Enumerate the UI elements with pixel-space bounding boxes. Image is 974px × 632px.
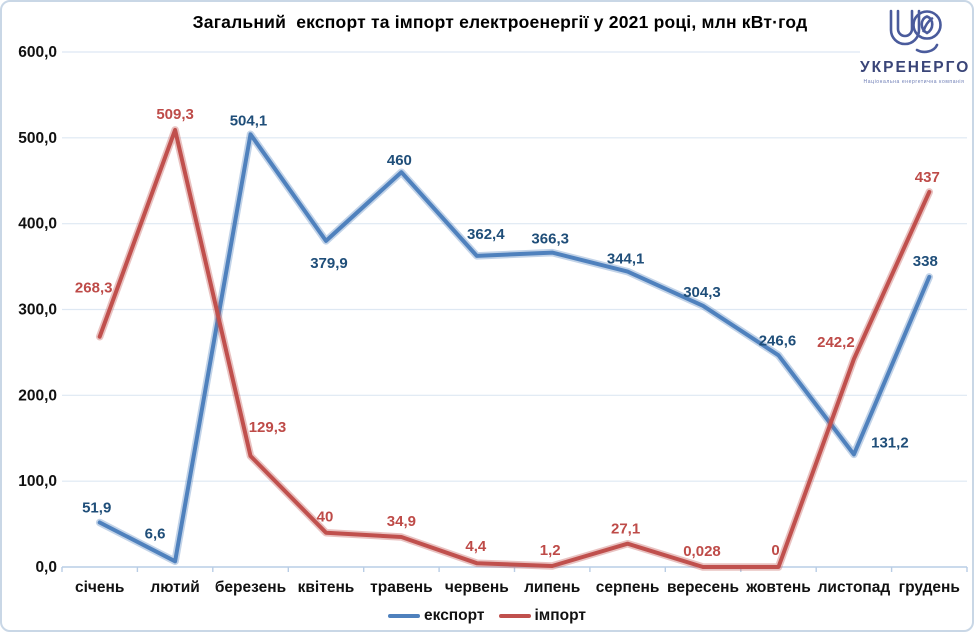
data-label: 34,9 <box>387 513 416 530</box>
y-tick-label: 0,0 <box>35 559 57 576</box>
chart-title: Загальний експорт та імпорт електроенерг… <box>192 12 808 32</box>
series-import-line <box>95 126 934 571</box>
x-axis <box>61 566 968 572</box>
legend-label-import: імпорт <box>534 607 586 624</box>
data-label: 0,028 <box>683 543 721 560</box>
chart-legend: експорт імпорт <box>2 607 972 625</box>
data-label: 129,3 <box>249 419 287 436</box>
y-tick-label: 200,0 <box>18 387 57 404</box>
data-label: 1,2 <box>540 542 561 559</box>
x-tick-label: серпень <box>596 579 660 596</box>
x-tick-label: квітень <box>298 579 355 596</box>
ukrenergo-logo-icon <box>889 9 942 54</box>
data-label: 509,3 <box>156 106 194 123</box>
x-tick-label: березень <box>215 579 286 596</box>
data-label: 131,2 <box>871 434 909 451</box>
data-label: 6,6 <box>145 525 166 542</box>
data-label: 242,2 <box>817 334 855 351</box>
x-tick-label: вересень <box>667 579 739 596</box>
legend-item-export: експорт <box>388 607 485 625</box>
y-axis-labels: 0,0 100,0 200,0 300,0 400,0 500,0 600,0 <box>18 44 57 576</box>
data-label: 504,1 <box>230 112 268 129</box>
ukrenergo-logo: УКРЕНЕРГО Національна енергетична компан… <box>860 6 968 94</box>
legend-item-import: імпорт <box>498 607 586 625</box>
series-export-line <box>95 130 934 566</box>
data-label: 460 <box>387 152 412 169</box>
x-tick-label: грудень <box>899 579 960 596</box>
data-label: 51,9 <box>82 500 111 517</box>
x-tick-label: червень <box>445 579 509 596</box>
data-label: 437 <box>915 169 940 186</box>
x-tick-label: лютий <box>150 579 199 596</box>
data-label: 338 <box>913 253 938 270</box>
y-tick-label: 300,0 <box>18 302 57 319</box>
y-tick-label: 100,0 <box>18 473 57 490</box>
data-label: 4,4 <box>465 538 487 555</box>
data-label: 379,9 <box>310 255 348 272</box>
ukrenergo-logo-tagline: Національна енергетична компанія <box>863 79 965 85</box>
ukrenergo-logo-text: УКРЕНЕРГО <box>860 59 971 76</box>
y-tick-label: 400,0 <box>18 216 57 233</box>
export-line-swatch <box>388 614 421 618</box>
data-label: 40 <box>317 509 334 526</box>
x-tick-label: травень <box>370 579 433 596</box>
x-tick-label: листопад <box>818 579 891 596</box>
import-data-labels: 268,3 509,3 129,3 40 34,9 4,4 1,2 27,1 0,028 0 242… <box>75 106 940 560</box>
x-tick-label: січень <box>75 579 124 596</box>
data-label: 268,3 <box>75 280 113 297</box>
gridlines <box>62 51 967 482</box>
import-line-swatch <box>498 614 531 618</box>
data-label: 246,6 <box>759 332 797 349</box>
x-tick-label: жовтень <box>745 579 811 596</box>
y-tick-label: 500,0 <box>18 130 57 147</box>
data-label: 0 <box>771 542 779 559</box>
data-label: 27,1 <box>611 521 640 538</box>
legend-label-export: експорт <box>424 607 485 624</box>
x-tick-label: липень <box>524 579 580 596</box>
y-tick-label: 600,0 <box>18 44 57 61</box>
data-label: 366,3 <box>531 231 569 248</box>
data-label: 304,3 <box>683 284 721 301</box>
x-axis-labels: січень лютий березень квітень травень червень… <box>75 579 960 596</box>
data-label: 362,4 <box>467 226 505 243</box>
export-data-labels: 51,9 6,6 504,1 379,9 460 362,4 366,3 344,1 304,3… <box>82 112 938 542</box>
data-label: 344,1 <box>607 251 645 268</box>
